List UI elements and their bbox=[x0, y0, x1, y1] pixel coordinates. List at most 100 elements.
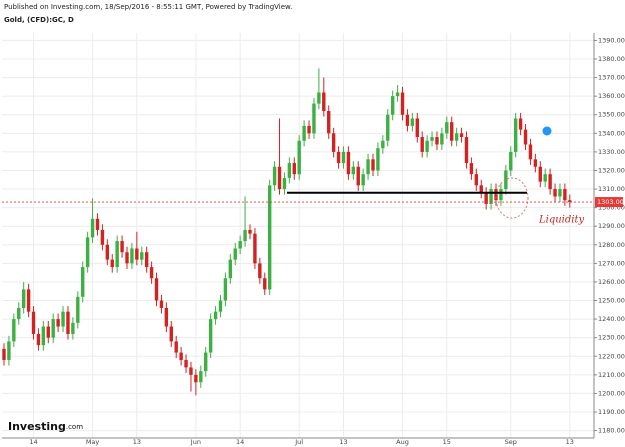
y-tick-label: 1280.00 bbox=[598, 241, 625, 249]
candle-body bbox=[272, 166, 277, 186]
brand: Investing.com bbox=[8, 420, 83, 433]
candle-body bbox=[464, 137, 469, 164]
candle-body bbox=[484, 192, 488, 204]
y-tick-label: 1250.00 bbox=[598, 297, 625, 305]
candle-body bbox=[459, 133, 464, 138]
candle-body bbox=[435, 137, 439, 145]
candle-body bbox=[381, 140, 385, 149]
candle-body bbox=[528, 144, 533, 160]
candle-body bbox=[51, 319, 55, 338]
candle-body bbox=[420, 137, 424, 152]
y-tick-label: 1360.00 bbox=[598, 92, 625, 100]
header: Published on Investing.com, 18/Sep/2016 … bbox=[4, 3, 292, 11]
candle-body bbox=[317, 92, 321, 104]
candle-body bbox=[120, 241, 124, 253]
candle-body bbox=[41, 326, 46, 346]
x-tick-label: 15 bbox=[443, 438, 451, 446]
candle-body bbox=[110, 259, 114, 268]
candle-body bbox=[415, 118, 419, 138]
candle-body bbox=[248, 229, 252, 234]
candle-body bbox=[494, 189, 498, 201]
candle-body bbox=[450, 122, 454, 141]
x-tick-label: Jun bbox=[190, 438, 201, 446]
candle-body bbox=[169, 326, 173, 342]
candle-body bbox=[26, 289, 31, 312]
y-tick-label: 1220.00 bbox=[598, 352, 625, 360]
candle-body bbox=[445, 122, 449, 134]
candle-body bbox=[390, 96, 395, 115]
candle-body bbox=[105, 244, 110, 260]
candle-body bbox=[204, 352, 208, 372]
candle-body bbox=[17, 307, 21, 320]
x-tick-label: May bbox=[86, 438, 100, 446]
candle-body bbox=[513, 118, 518, 152]
candle-body bbox=[504, 170, 508, 190]
candle-body bbox=[523, 129, 528, 145]
candle-body bbox=[228, 259, 233, 279]
candle-body bbox=[568, 200, 572, 203]
candle-body bbox=[199, 371, 203, 383]
candle-body bbox=[307, 125, 311, 134]
candle-body bbox=[543, 174, 547, 182]
candle-body bbox=[327, 111, 331, 134]
x-tick-label: 13 bbox=[339, 438, 347, 446]
candle-body bbox=[115, 241, 119, 268]
candle-body bbox=[154, 278, 159, 301]
candle-body bbox=[518, 118, 523, 130]
candle-body bbox=[395, 92, 400, 97]
y-tick-label: 1390.00 bbox=[598, 36, 625, 44]
candle-body bbox=[2, 348, 6, 360]
y-tick-label: 1320.00 bbox=[598, 166, 625, 174]
candle-body bbox=[243, 229, 247, 242]
candle-body bbox=[282, 177, 287, 190]
candle-body bbox=[454, 133, 459, 141]
x-tick-label: 14 bbox=[236, 438, 244, 446]
y-tick-label: 1230.00 bbox=[598, 334, 625, 342]
y-tick-label: 1260.00 bbox=[598, 278, 625, 286]
candle-body bbox=[336, 151, 341, 164]
candle-body bbox=[223, 278, 228, 301]
candle-body bbox=[149, 267, 154, 279]
y-tick-label: 1240.00 bbox=[598, 315, 625, 323]
candle-body bbox=[71, 322, 75, 334]
candle-body bbox=[7, 341, 11, 360]
annotation: Liquidity bbox=[538, 215, 584, 226]
candle-body bbox=[430, 137, 434, 141]
y-tick-label: 1330.00 bbox=[598, 148, 625, 156]
candle-body bbox=[331, 133, 336, 152]
candle-body bbox=[194, 374, 198, 383]
brand-suffix: .com bbox=[66, 423, 83, 431]
brand-main: Investing bbox=[8, 420, 66, 433]
candle-body bbox=[31, 311, 36, 334]
candle-body bbox=[238, 241, 242, 249]
candle-body bbox=[130, 248, 134, 264]
x-tick-label: Jul bbox=[294, 438, 303, 446]
candle-body bbox=[21, 289, 26, 308]
candle-body bbox=[297, 140, 301, 175]
candle-body bbox=[56, 319, 60, 327]
candle-body bbox=[509, 151, 513, 171]
candle-body bbox=[258, 263, 262, 279]
candle-body bbox=[85, 237, 90, 268]
candle-body bbox=[361, 174, 365, 186]
candle-body bbox=[346, 151, 351, 175]
candle-body bbox=[558, 189, 562, 197]
candle-body bbox=[371, 159, 375, 171]
candle-body bbox=[189, 367, 193, 375]
y-tick-label: 1200.00 bbox=[598, 389, 625, 397]
candle-body bbox=[135, 248, 139, 260]
y-tick-label: 1380.00 bbox=[598, 55, 625, 63]
candle-body bbox=[233, 248, 237, 260]
x-tick-label: 13 bbox=[133, 438, 141, 446]
y-tick-label: 1290.00 bbox=[598, 222, 625, 230]
candle-body bbox=[533, 159, 538, 167]
dividend-marker bbox=[542, 126, 552, 136]
candle-body bbox=[312, 103, 316, 134]
candle-body bbox=[159, 300, 164, 308]
y-tick-label: 1210.00 bbox=[598, 371, 625, 379]
candle-body bbox=[440, 133, 444, 145]
candle-body bbox=[474, 174, 479, 186]
x-tick-label: 14 bbox=[29, 438, 37, 446]
